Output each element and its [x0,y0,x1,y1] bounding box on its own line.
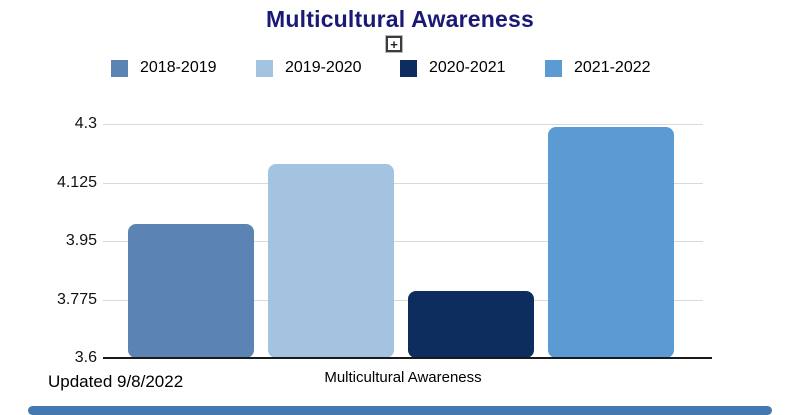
legend-swatch [256,59,273,77]
x-axis-category-label: Multicultural Awareness [324,369,482,386]
legend-swatch [400,59,417,77]
gridline [103,124,703,125]
legend-swatch [111,59,128,77]
gridline [103,182,703,184]
legend-swatch [545,59,562,77]
chart-title: Multicultural Awareness [266,6,534,32]
legend-item-2018-2019[interactable]: 2018-2019 [111,59,217,77]
bar-2020-2021[interactable] [408,291,534,358]
legend-label: 2018-2019 [140,59,217,76]
bar-2018-2019[interactable] [128,224,254,358]
legend-label: 2019-2020 [285,59,362,76]
y-axis-tick-label: 3.6 [74,349,97,366]
bar-2019-2020[interactable] [268,164,394,358]
horizontal-scrollbar[interactable] [28,406,772,415]
y-axis-tick-label: 3.775 [56,290,97,308]
updated-date-note: Updated 9/8/2022 [48,372,184,391]
legend-item-2021-2022[interactable]: 2021-2022 [545,59,651,77]
gridline [103,241,703,242]
y-axis-tick-label: 4.125 [56,173,97,191]
y-axis-tick-label: 4.3 [74,115,97,132]
expand-chart-icon[interactable]: + [385,35,403,53]
legend-item-2020-2021[interactable]: 2020-2021 [400,59,506,77]
y-axis-tick-label: 3.95 [65,232,97,249]
legend-item-2019-2020[interactable]: 2019-2020 [256,59,362,77]
gridline [103,299,703,301]
x-axis-baseline [103,357,712,359]
legend-label: 2021-2022 [574,59,651,76]
bar-2021-2022[interactable] [548,127,674,358]
legend-label: 2020-2021 [429,59,506,76]
